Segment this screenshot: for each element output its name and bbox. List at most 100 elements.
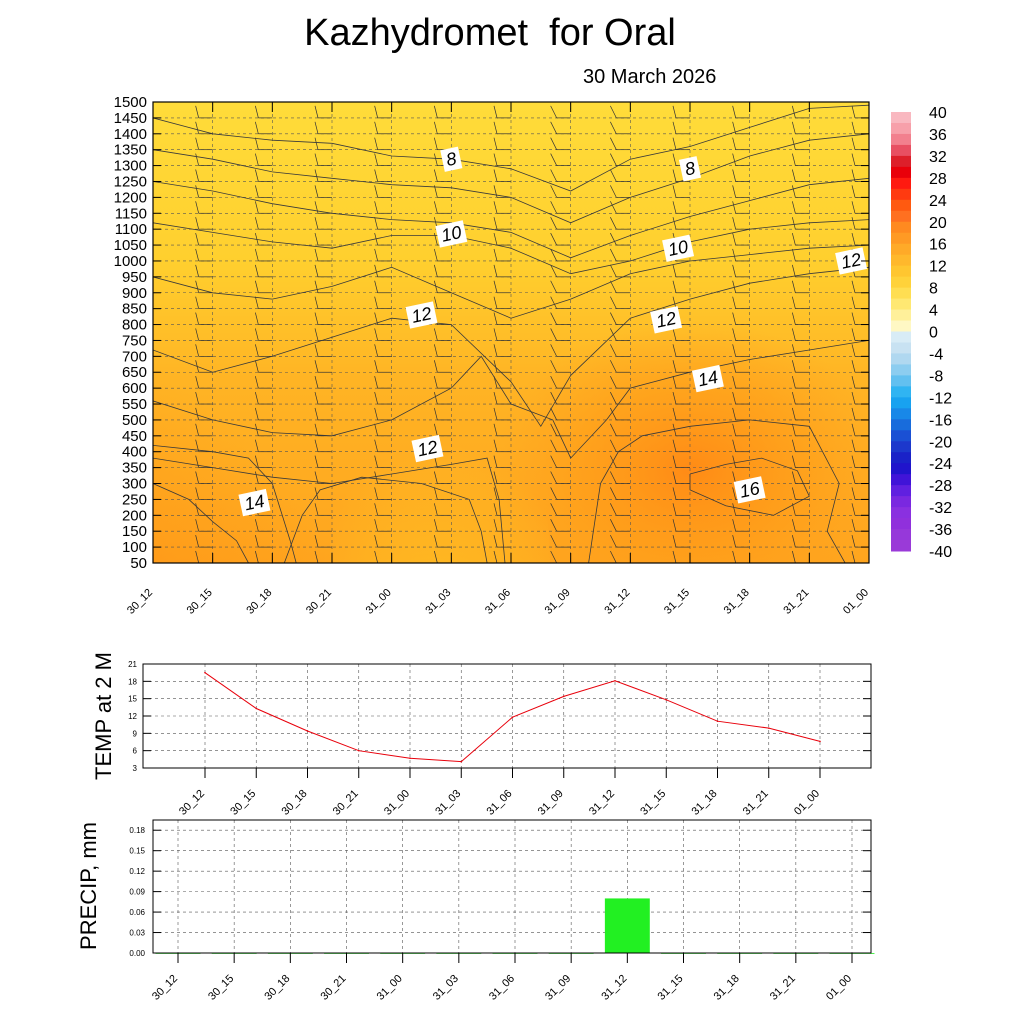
contour-label-group: 12 — [411, 434, 444, 463]
wind-barb-flag — [493, 487, 498, 500]
wind-barb-flag — [550, 471, 557, 484]
temp-point — [665, 699, 668, 701]
y-tick-label: 1050 — [114, 237, 147, 254]
wind-barb-flag — [550, 201, 557, 214]
wind-barb-flag — [433, 121, 438, 134]
wind-barb-flag — [433, 153, 438, 166]
colorbar-tick-label: 8 — [929, 281, 938, 298]
colorbar-segment — [891, 331, 911, 343]
wind-barb-flag — [254, 423, 259, 436]
wind-barb-flag — [732, 423, 737, 436]
colorbar-segment — [891, 353, 911, 365]
wind-barb-flag — [314, 503, 319, 516]
wind-barb-flag — [550, 280, 557, 293]
temp-x-axis: 30_12 30_15 30_18 30_21 31_00 31_03 31_06 31_09… — [177, 768, 822, 818]
y-tick-label: 50 — [130, 555, 147, 572]
wind-barb-flag — [433, 535, 438, 548]
wind-barb-flag — [314, 217, 319, 230]
wind-barb-flag — [672, 423, 677, 436]
wind-barb-flag — [493, 360, 498, 373]
wind-barb-flag — [493, 153, 498, 166]
wind-barb-flag — [672, 487, 677, 500]
wind-barb-flag — [732, 296, 737, 309]
wind-barb-flag — [791, 296, 796, 309]
wind-barb-flag — [672, 360, 677, 373]
wind-barb-flag — [791, 519, 796, 532]
wind-barb-flag — [195, 169, 200, 182]
precip-x-tick-label: 31_06 — [487, 973, 517, 1003]
wind-barb-flag — [851, 423, 856, 436]
wind-barb-flag — [195, 137, 200, 150]
wind-barb-flag — [732, 137, 737, 150]
precip-ylabel: PRECIP, mm — [76, 822, 101, 950]
precip-x-tick-label: 31_21 — [768, 973, 798, 1003]
wind-barb-flag — [374, 503, 379, 516]
wind-barb-flag — [610, 455, 617, 468]
wind-barb-flag — [851, 328, 856, 341]
wind-barb-flag — [610, 503, 617, 516]
colorbar-tick-label: -4 — [929, 346, 943, 363]
wind-barb-flag — [791, 169, 796, 182]
x-tick-label: 30_18 — [244, 587, 274, 617]
colorbar-segment — [891, 463, 911, 475]
wind-barb-flag — [314, 423, 319, 436]
wind-barb-flag — [493, 201, 498, 214]
wind-barb-flag — [314, 439, 319, 452]
contour-label: 8 — [683, 158, 697, 180]
precip-y-tick-label: 0.06 — [129, 908, 145, 917]
contour-label-group: 12 — [650, 306, 683, 334]
wind-barb-flag — [851, 391, 856, 405]
wind-barb-flag — [794, 102, 796, 103]
x-tick-label: 01_00 — [841, 587, 871, 617]
y-tick-label: 1100 — [115, 221, 147, 238]
wind-barb-flag — [254, 360, 259, 373]
wind-barb-flag — [254, 391, 259, 405]
wind-barb-flag — [610, 264, 617, 278]
contour-label-bg — [835, 247, 868, 275]
wind-barb-flag — [195, 248, 200, 262]
wind-barb-flag — [195, 471, 200, 484]
wind-barb-flag — [254, 344, 259, 357]
wind-barb-flag — [672, 550, 677, 563]
wind-barb-flag — [374, 248, 379, 262]
temp-x-tick-label: 31_06 — [485, 788, 515, 818]
wind-barb-flag — [374, 407, 379, 421]
colorbar-segment — [891, 309, 911, 322]
x-tick-label: 30_21 — [304, 587, 334, 617]
colorbar-tick-label: 32 — [929, 149, 947, 166]
colorbar-segment — [891, 155, 911, 168]
colorbar-tick-label: 28 — [929, 171, 947, 188]
wind-barb-flag — [851, 185, 856, 198]
wind-barb-flag — [854, 102, 855, 103]
colorbar-segment — [891, 386, 911, 398]
y-tick-label: 800 — [122, 317, 147, 334]
contour-line — [153, 244, 869, 319]
wind-barb-flag — [672, 105, 677, 118]
wind-barb-flag — [374, 391, 379, 405]
y-tick-label: 450 — [122, 428, 147, 445]
temp-y-tick-label: 15 — [128, 695, 137, 704]
x-tick-label: 31_21 — [781, 587, 811, 617]
wind-barb-flag — [254, 519, 259, 532]
temp-y-tick-label: 18 — [128, 677, 137, 686]
y-tick-label: 1450 — [114, 110, 147, 127]
contour-label-group: 14 — [691, 364, 724, 393]
y-tick-label: 300 — [122, 476, 147, 493]
wind-barb-flag — [374, 535, 379, 548]
wind-barb-flag — [672, 391, 677, 405]
wind-barb-flag — [433, 344, 438, 357]
temp-point — [511, 716, 514, 718]
wind-barb-flag — [672, 439, 677, 452]
wind-barb-flag — [672, 153, 677, 166]
colorbar-segment — [891, 529, 911, 541]
wind-barb-flag — [610, 280, 617, 293]
precip-y-tick-label: 0.09 — [129, 888, 145, 897]
wind-barb-flag — [195, 391, 200, 405]
wind-barb-flag — [374, 471, 379, 484]
wind-barb-flag — [732, 153, 737, 166]
wind-barb-flag — [314, 169, 319, 182]
colorbar-segment — [891, 496, 911, 508]
contour-label: 12 — [654, 308, 678, 332]
wind-barb-flag — [791, 471, 796, 484]
wind-barb-flag — [672, 471, 677, 484]
